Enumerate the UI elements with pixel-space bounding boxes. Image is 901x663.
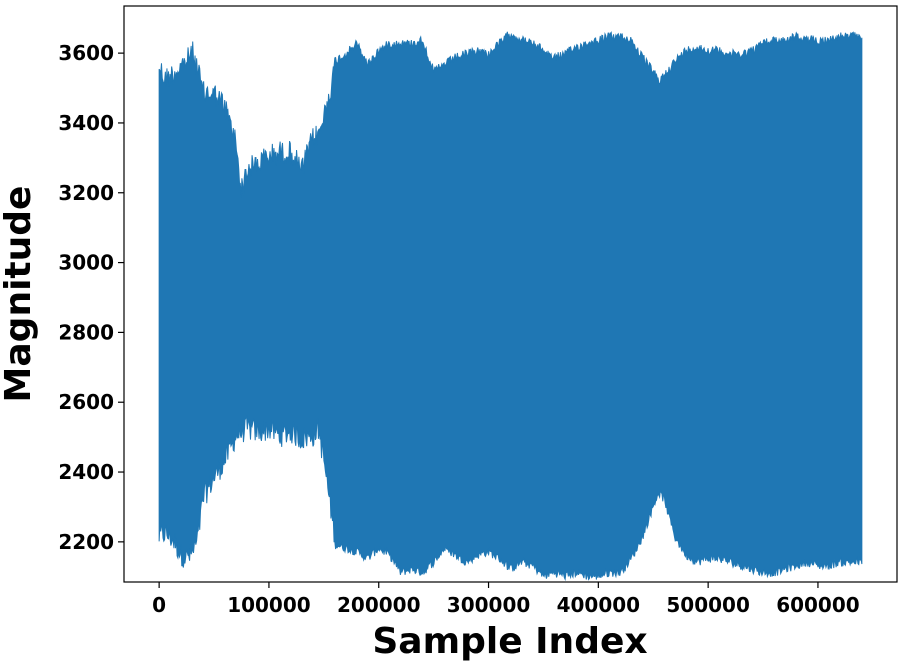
y-tick-label: 3600 (58, 41, 114, 65)
x-tick-label: 600000 (776, 593, 860, 617)
x-tick-label: 200000 (337, 593, 421, 617)
y-axis-label: Magnitude (0, 186, 39, 403)
y-tick-label: 3400 (58, 111, 114, 135)
x-tick-label: 0 (152, 593, 166, 617)
x-tick-label: 500000 (666, 593, 750, 617)
y-tick-label: 2400 (58, 460, 114, 484)
y-tick-label: 2800 (58, 320, 114, 344)
x-tick-label: 400000 (557, 593, 641, 617)
y-tick-label: 2600 (58, 390, 114, 414)
y-tick-label: 2200 (58, 530, 114, 554)
x-tick-label: 100000 (227, 593, 311, 617)
plot-frame (123, 5, 898, 583)
x-axis-label: Sample Index (372, 621, 647, 662)
series-band-0 (158, 31, 863, 582)
x-tick-label: 300000 (447, 593, 531, 617)
y-tick-label: 3200 (58, 181, 114, 205)
y-tick-label: 3000 (58, 251, 114, 275)
